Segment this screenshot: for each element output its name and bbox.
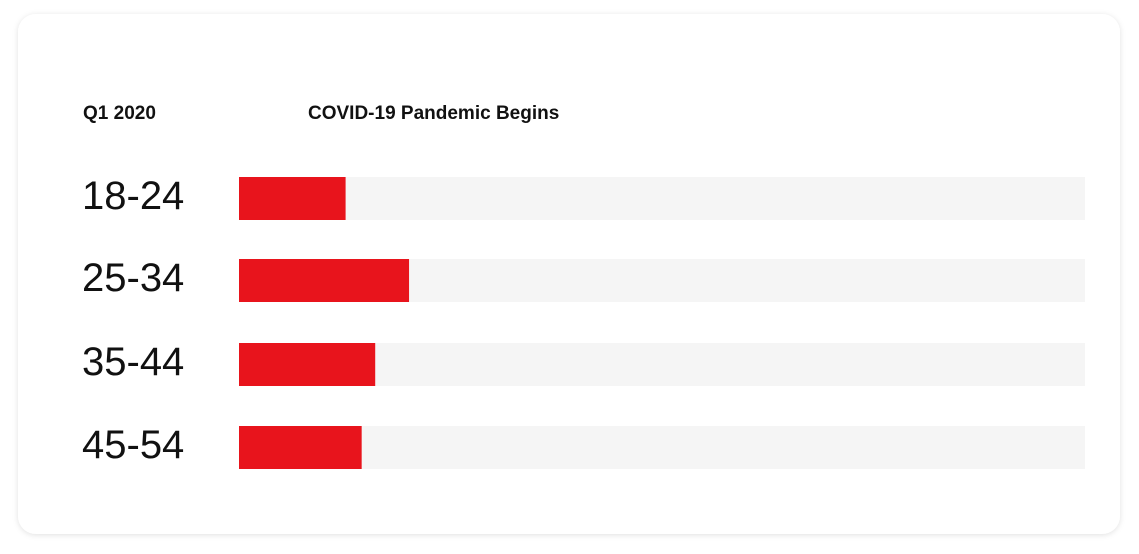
- category-label: 45-54: [82, 423, 184, 467]
- bar: [239, 259, 410, 302]
- bar-track: [239, 343, 1085, 386]
- chart-title: COVID-19 Pandemic Begins: [308, 103, 559, 124]
- bar: [239, 426, 362, 469]
- bar-track: [239, 177, 1085, 220]
- bar-track: [239, 426, 1085, 469]
- bar: [239, 177, 346, 220]
- category-label: 35-44: [82, 340, 184, 384]
- category-label: 18-24: [82, 174, 184, 218]
- category-label: 25-34: [82, 256, 184, 300]
- period-label: Q1 2020: [83, 103, 156, 124]
- bar: [239, 343, 376, 386]
